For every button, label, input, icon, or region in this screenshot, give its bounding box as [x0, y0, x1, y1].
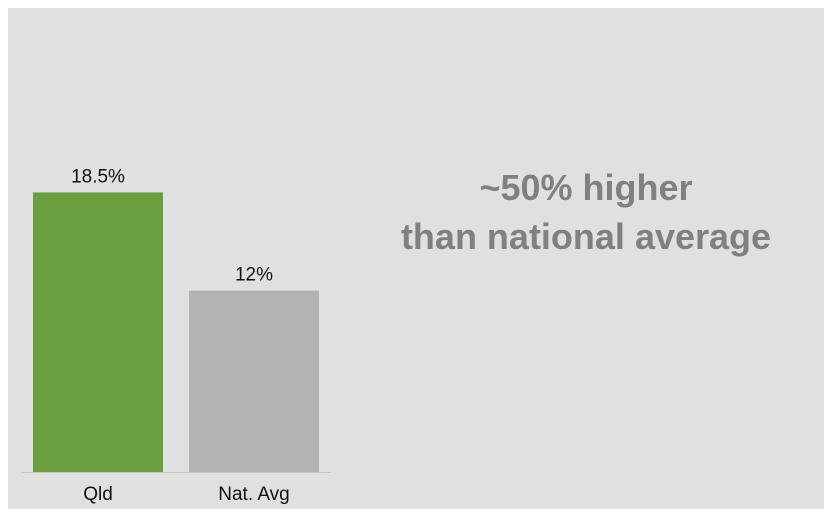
data-label-nat-avg: 12%	[235, 265, 273, 286]
category-label-nat-avg: Nat. Avg	[218, 484, 289, 505]
category-label-qld: Qld	[83, 484, 113, 505]
callout-line-2: than national average	[400, 216, 772, 257]
comparison-callout: ~50% higher than national average	[360, 163, 812, 261]
bar-nat-avg	[189, 290, 319, 472]
labels-group: 18.5% Qld 12% Nat. Avg	[71, 166, 290, 505]
bars-group	[33, 192, 319, 473]
bar-qld	[33, 192, 163, 473]
callout-line-1: ~50% higher	[479, 167, 693, 208]
data-label-qld: 18.5%	[71, 166, 125, 187]
